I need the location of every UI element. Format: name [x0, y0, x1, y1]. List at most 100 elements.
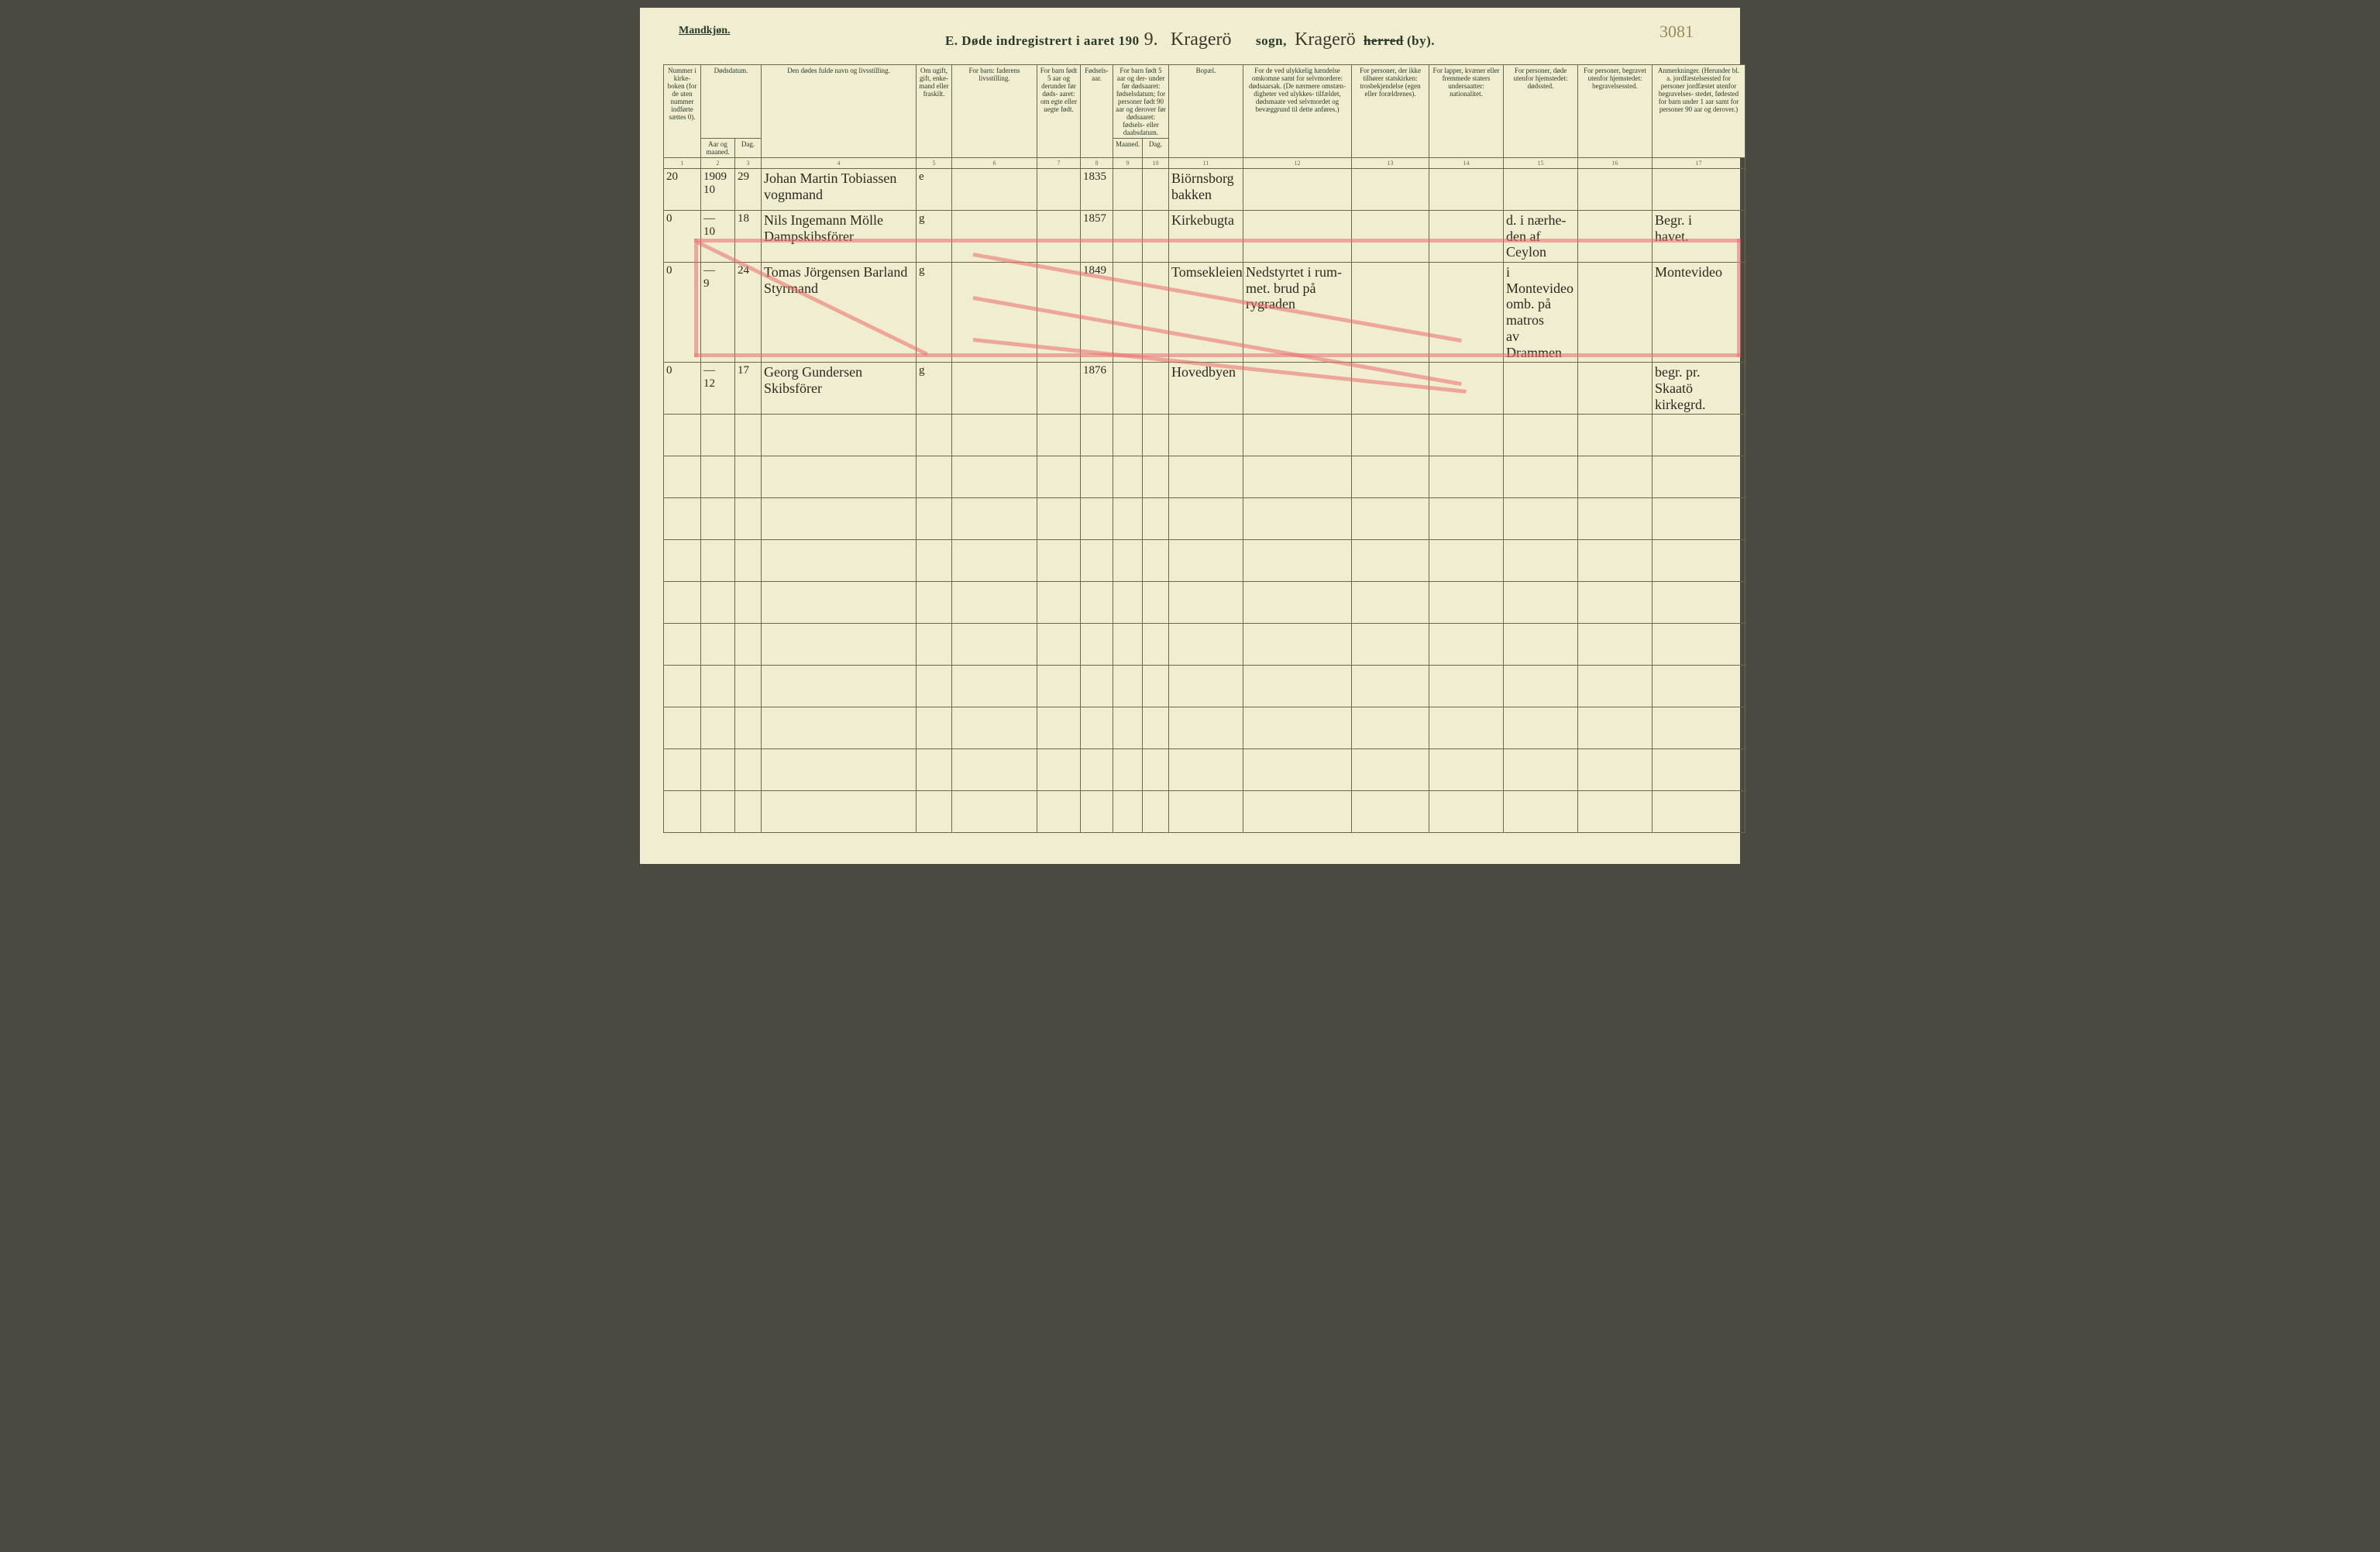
table-row [664, 582, 1745, 624]
table-cell: 0 [664, 263, 701, 363]
table-cell [1578, 211, 1653, 263]
table-cell [1113, 169, 1143, 211]
col-header: Fødsels- aar. [1081, 65, 1113, 158]
table-cell [1037, 666, 1081, 707]
title-sogn-label: sogn, [1256, 33, 1287, 48]
table-cell: 20 [664, 169, 701, 211]
table-cell: g [917, 211, 952, 263]
table-cell [1429, 211, 1504, 263]
table-cell [1143, 791, 1169, 833]
table-row [664, 791, 1745, 833]
table-cell [1578, 363, 1653, 415]
table-cell: — 10 [701, 211, 735, 263]
table-cell [1037, 498, 1081, 540]
table-cell [1352, 540, 1429, 582]
col-header: For personer, der ikke tilhører statskir… [1352, 65, 1429, 158]
column-number: 3 [735, 158, 762, 169]
table-row: 201909 1029Johan Martin Tobiassen vognma… [664, 169, 1745, 211]
table-cell [1081, 498, 1113, 540]
table-cell [1143, 707, 1169, 749]
table-cell [701, 791, 735, 833]
table-cell [1037, 263, 1081, 363]
table-cell: 0 [664, 211, 701, 263]
table-cell [917, 540, 952, 582]
table-row [664, 415, 1745, 456]
table-cell [701, 540, 735, 582]
table-cell [917, 707, 952, 749]
table-cell: Hovedbyen [1169, 363, 1243, 415]
table-cell: — 12 [701, 363, 735, 415]
table-cell: 17 [735, 363, 762, 415]
table-cell [735, 749, 762, 791]
title-herred-label: herred [1364, 33, 1404, 48]
table-cell [1143, 169, 1169, 211]
table-cell: Tomas Jörgensen Barland Styrmand [762, 263, 917, 363]
table-cell [1081, 707, 1113, 749]
table-cell [1504, 498, 1578, 540]
table-cell [762, 707, 917, 749]
table-cell [762, 791, 917, 833]
table-cell [1113, 707, 1143, 749]
table-cell [917, 415, 952, 456]
table-cell [1578, 707, 1653, 749]
table-cell [1429, 498, 1504, 540]
table-cell: g [917, 363, 952, 415]
table-cell [1081, 749, 1113, 791]
table-cell [1113, 363, 1143, 415]
table-cell [1037, 363, 1081, 415]
table-cell [664, 456, 701, 498]
col-header: For de ved ulykkelig hændelse omkomne sa… [1243, 65, 1352, 158]
table-cell [1504, 582, 1578, 624]
table-cell [1578, 456, 1653, 498]
table-cell [1037, 540, 1081, 582]
column-numbers-row: 1234567891011121314151617 [664, 158, 1745, 169]
table-cell [1352, 666, 1429, 707]
table-cell [735, 582, 762, 624]
table-cell [1169, 624, 1243, 666]
column-number: 8 [1081, 158, 1113, 169]
table-cell [1429, 363, 1504, 415]
table-cell [1352, 169, 1429, 211]
title-year: 9. [1140, 29, 1163, 50]
column-number: 14 [1429, 158, 1504, 169]
column-number: 4 [762, 158, 917, 169]
table-cell [952, 415, 1037, 456]
table-cell [1113, 791, 1143, 833]
column-number: 1 [664, 158, 701, 169]
col-subheader: Dag. [1143, 139, 1169, 158]
table-row [664, 498, 1745, 540]
table-cell [1352, 263, 1429, 363]
table-cell [1037, 211, 1081, 263]
table-cell [1504, 749, 1578, 791]
table-cell [735, 456, 762, 498]
table-cell [1653, 749, 1745, 791]
table-cell [735, 498, 762, 540]
table-cell [1169, 498, 1243, 540]
table-cell [701, 666, 735, 707]
table-cell [762, 624, 917, 666]
table-cell [1352, 363, 1429, 415]
title-parish: Kragerö [1166, 29, 1236, 50]
table-cell [1081, 624, 1113, 666]
table-cell [701, 707, 735, 749]
table-cell [1352, 211, 1429, 263]
page-title: E. Døde indregistrert i aaret 1909. Krag… [663, 29, 1717, 50]
table-cell: 0 [664, 363, 701, 415]
table-cell [1113, 666, 1143, 707]
column-number: 11 [1169, 158, 1243, 169]
table-cell [952, 456, 1037, 498]
table-cell [1169, 456, 1243, 498]
table-cell [1578, 263, 1653, 363]
table-cell [762, 582, 917, 624]
table-cell [1504, 791, 1578, 833]
col-header: Om ugift, gift, enke- mand eller fraskil… [917, 65, 952, 158]
table-cell [1429, 540, 1504, 582]
column-number: 6 [952, 158, 1037, 169]
table-cell: Georg Gundersen Skibsförer [762, 363, 917, 415]
table-row [664, 456, 1745, 498]
table-cell [1429, 263, 1504, 363]
table-cell [1081, 666, 1113, 707]
table-cell [952, 211, 1037, 263]
col-subheader: Dag. [735, 139, 762, 158]
table-cell [1143, 498, 1169, 540]
